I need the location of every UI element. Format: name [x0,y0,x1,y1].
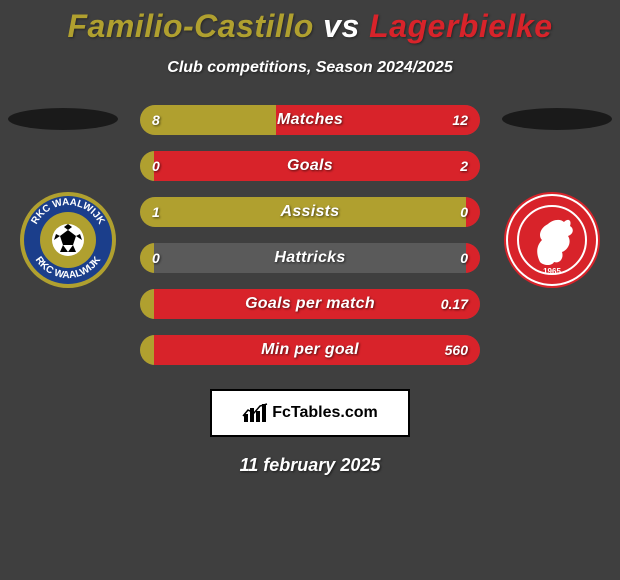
stat-bar: 812Matches [140,105,480,135]
rkc-waalwijk-badge-icon: RKC WAALWIJK RKC WAALWIJK [18,190,118,290]
shadow-ellipse [8,108,118,130]
comparison-body: RKC WAALWIJK RKC WAALWIJK [0,105,620,375]
stat-bar: 02Goals [140,151,480,181]
shadow-ellipse [502,108,612,130]
fc-twente-badge-icon: 1965 [502,190,602,290]
page-title: Familio-Castillo vs Lagerbielke [0,0,620,45]
bar-chart-icon [242,402,268,424]
stat-bars: 812Matches 02Goals 10Assists 00Hattricks 0.1… [140,105,480,381]
brand-badge: FcTables.com [210,389,410,437]
team-left-logo: RKC WAALWIJK RKC WAALWIJK [18,190,118,290]
team-right-logo: 1965 [502,190,602,290]
stat-label: Matches [140,105,480,135]
stat-bar: 10Assists [140,197,480,227]
stat-label: Hattricks [140,243,480,273]
stat-bar: 0.17Goals per match [140,289,480,319]
date-text: 11 february 2025 [0,455,620,476]
stat-bar: 560Min per goal [140,335,480,365]
stat-label: Assists [140,197,480,227]
stat-label: Goals per match [140,289,480,319]
badge-year: 1965 [543,267,561,276]
title-right-player: Lagerbielke [369,8,552,44]
title-vs: vs [323,8,360,44]
brand-text: FcTables.com [272,404,378,422]
stat-label: Min per goal [140,335,480,365]
title-left-player: Familio-Castillo [68,8,314,44]
stat-bar: 00Hattricks [140,243,480,273]
subtitle: Club competitions, Season 2024/2025 [0,59,620,77]
comparison-card: Familio-Castillo vs Lagerbielke Club com… [0,0,620,580]
stat-label: Goals [140,151,480,181]
